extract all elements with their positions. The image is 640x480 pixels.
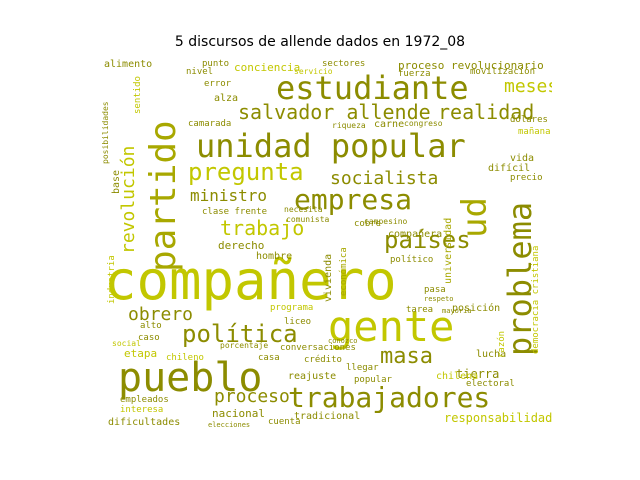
word: fuerza bbox=[398, 69, 431, 79]
plot-title: 5 discursos de allende dados en 1972_08 bbox=[174, 34, 466, 50]
word: posición bbox=[452, 303, 501, 314]
word: dificultades bbox=[108, 417, 181, 428]
word: hombre bbox=[256, 251, 293, 262]
word: cuenta bbox=[268, 417, 301, 427]
word: compañera bbox=[388, 229, 443, 240]
word: vida bbox=[510, 153, 535, 164]
word: electoral bbox=[466, 379, 515, 389]
word: clase frente bbox=[202, 207, 268, 217]
word: tradicional bbox=[294, 411, 361, 422]
word: popular bbox=[354, 375, 392, 385]
word: chileno bbox=[166, 353, 204, 363]
word: base bbox=[111, 169, 122, 194]
word: posibilidades bbox=[101, 101, 110, 164]
word: elecciones bbox=[208, 421, 251, 429]
word: conversaciones bbox=[280, 343, 356, 353]
word: vivienda bbox=[323, 253, 334, 302]
word: sectores bbox=[322, 59, 366, 69]
word: congreso bbox=[404, 119, 443, 128]
word: nivel bbox=[186, 67, 214, 77]
word: interesa bbox=[120, 405, 164, 415]
word: nacional bbox=[212, 407, 265, 420]
word: trabajadores bbox=[288, 381, 491, 414]
word: movilización bbox=[470, 67, 536, 77]
word: empresa bbox=[294, 183, 413, 216]
word: obrero bbox=[128, 304, 194, 325]
word: chilena bbox=[436, 371, 479, 382]
word: carne bbox=[374, 119, 405, 130]
word: partido bbox=[143, 120, 184, 272]
word: crédito bbox=[304, 355, 342, 365]
word: casa bbox=[258, 353, 280, 363]
word: reajuste bbox=[288, 371, 337, 382]
word: llegar bbox=[346, 363, 379, 373]
word: meses bbox=[504, 76, 552, 97]
word: respeto bbox=[424, 295, 454, 303]
word: lucha bbox=[476, 349, 507, 360]
word: punto bbox=[202, 59, 230, 69]
word: mayoría bbox=[442, 307, 472, 315]
word: precio bbox=[510, 173, 543, 183]
word: política bbox=[182, 320, 298, 348]
word: político bbox=[390, 255, 434, 265]
word: revolución bbox=[118, 145, 139, 254]
word: social bbox=[112, 339, 141, 348]
word: servicio bbox=[294, 67, 333, 76]
word: compañero bbox=[104, 249, 397, 312]
word: masa bbox=[380, 344, 433, 369]
word: campesino bbox=[364, 217, 408, 226]
word: unidad popular bbox=[196, 127, 466, 165]
word: difícil bbox=[488, 163, 531, 174]
word: industria bbox=[107, 255, 117, 304]
word: derecho bbox=[218, 239, 265, 252]
word: error bbox=[204, 79, 232, 89]
word: caso bbox=[138, 333, 160, 343]
word: alto bbox=[140, 321, 162, 331]
word: etapa bbox=[124, 347, 158, 360]
word: pueblo bbox=[118, 355, 263, 401]
word: dólares bbox=[510, 115, 548, 125]
word: proceso bbox=[214, 386, 290, 407]
word: conciencia bbox=[234, 61, 301, 74]
word: salvador allende bbox=[238, 100, 431, 124]
word: mañana bbox=[518, 127, 551, 137]
word: estudiante bbox=[276, 69, 469, 107]
word: realidad bbox=[438, 100, 535, 124]
word-cloud: compañero gente pueblo trabajadores unid… bbox=[98, 58, 552, 432]
word: camarada bbox=[188, 119, 232, 129]
word: sentido bbox=[133, 76, 143, 114]
word: pasa bbox=[424, 285, 446, 295]
word: tierra bbox=[456, 367, 500, 381]
word: gente bbox=[328, 302, 455, 351]
word: empleados bbox=[120, 395, 169, 405]
word: pregunta bbox=[188, 158, 304, 186]
word: universidad bbox=[443, 217, 454, 284]
word: ministro bbox=[190, 186, 268, 205]
word: conozco bbox=[328, 337, 358, 345]
word: proceso revolucionario bbox=[398, 59, 544, 72]
word: trabajo bbox=[220, 216, 305, 240]
word: necesita bbox=[284, 205, 323, 214]
word: países bbox=[384, 226, 471, 254]
word: alimento bbox=[104, 59, 153, 70]
word: liceo bbox=[284, 317, 312, 327]
word: democracia cristiana bbox=[531, 245, 541, 354]
word: cobre bbox=[354, 219, 382, 229]
word: económica bbox=[339, 247, 349, 296]
word: tarea bbox=[406, 305, 434, 315]
word: razón bbox=[497, 330, 507, 358]
word: comunista bbox=[286, 215, 330, 224]
word: porcentaje bbox=[220, 341, 269, 350]
word: riqueza bbox=[332, 121, 366, 130]
word: alza bbox=[214, 93, 239, 104]
word: socialista bbox=[330, 168, 439, 189]
word: programa bbox=[270, 303, 314, 313]
word: responsabilidad bbox=[444, 411, 552, 425]
